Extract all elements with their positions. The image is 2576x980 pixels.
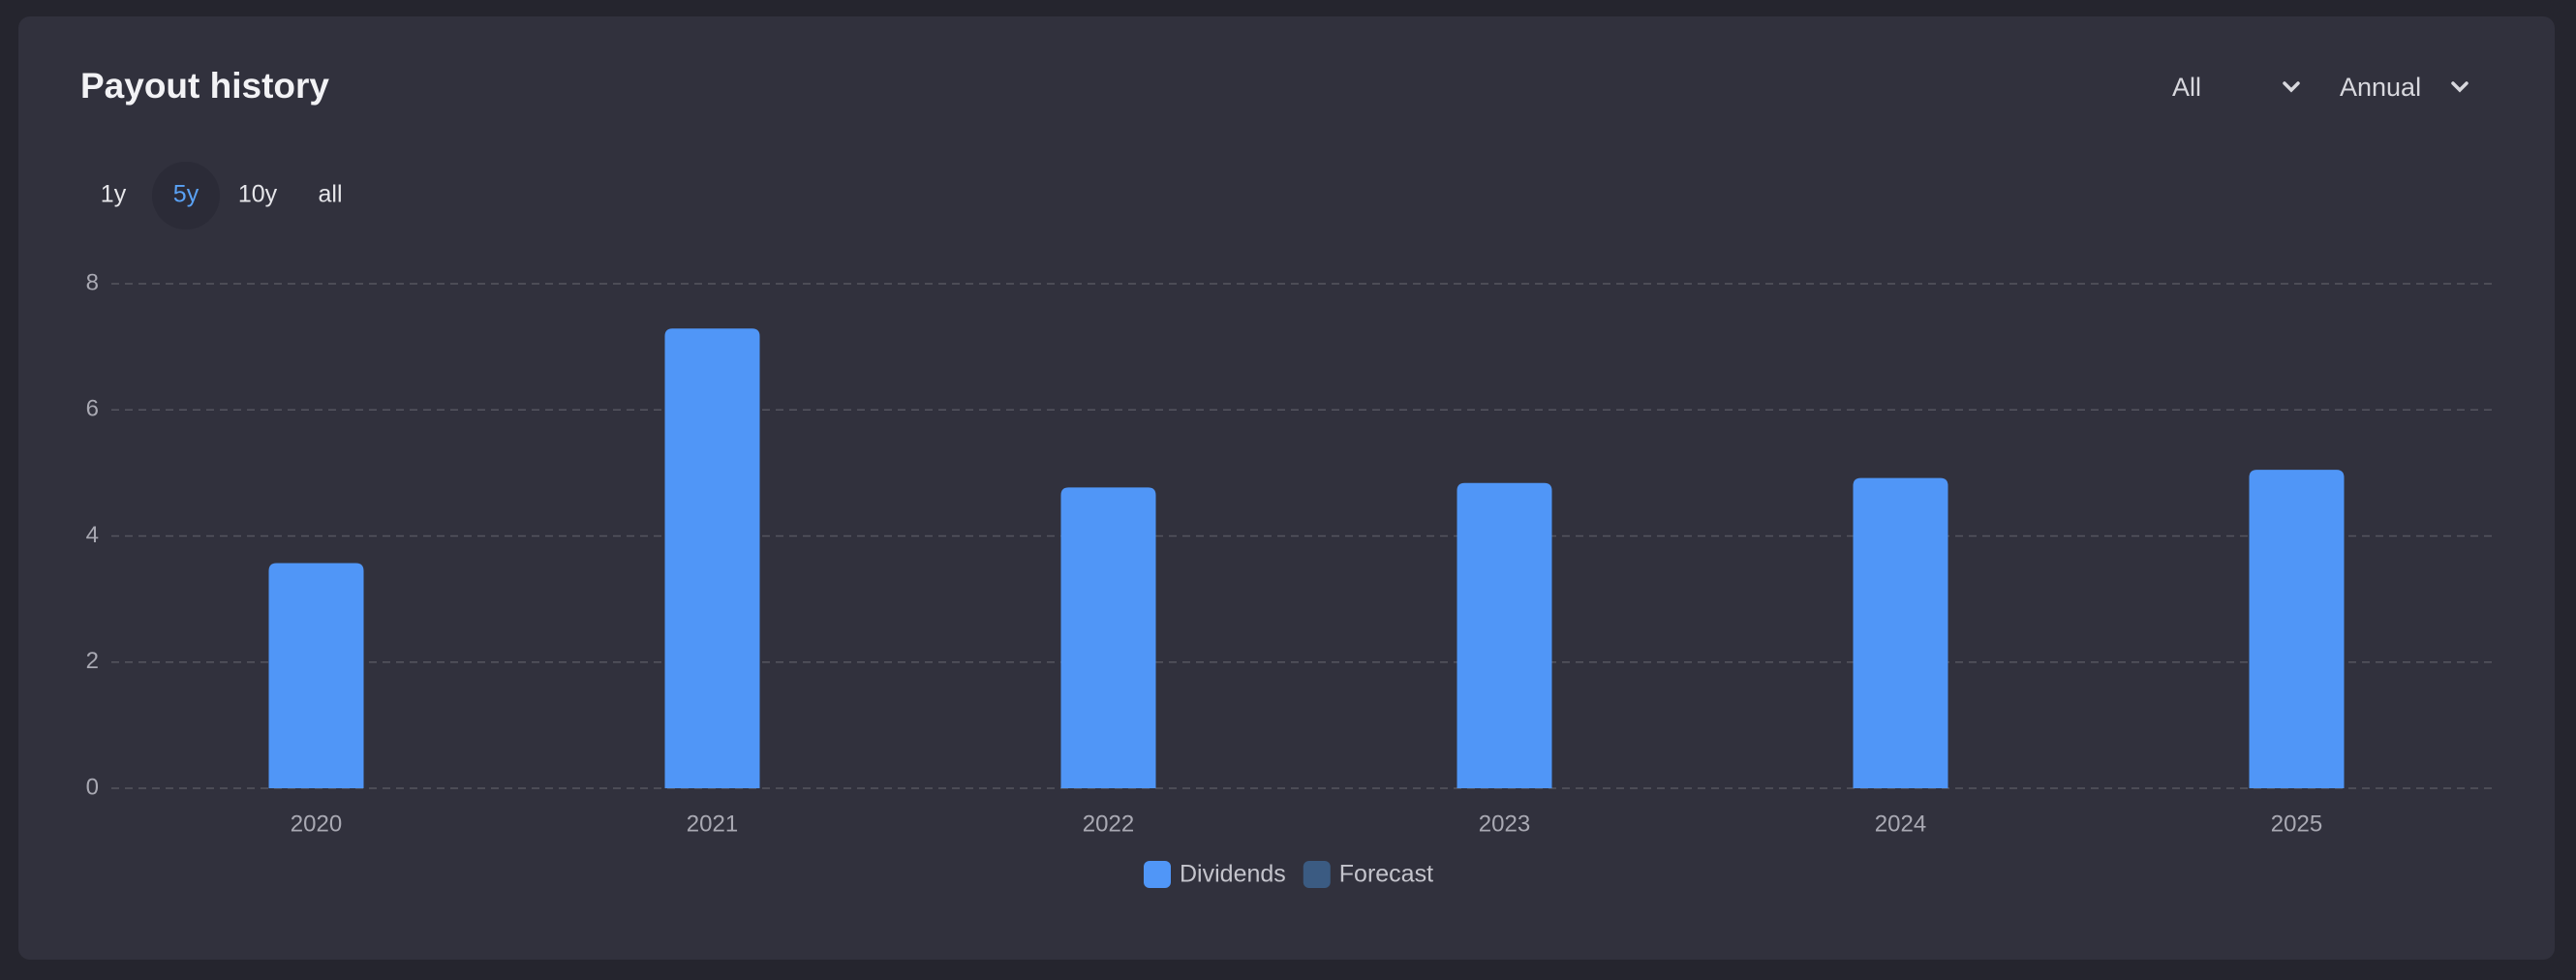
bar (1060, 487, 1156, 788)
x-tick-label: 2024 (1875, 811, 1926, 837)
range-button[interactable]: 1y (101, 181, 127, 208)
range-button[interactable]: 5y (173, 181, 199, 208)
bar (268, 563, 364, 788)
x-tick-label: 2022 (1083, 811, 1134, 837)
filter-dropdown[interactable]: All (2172, 73, 2201, 102)
y-tick-label: 4 (86, 522, 99, 548)
bar (1853, 477, 1948, 788)
card-title: Payout history (80, 66, 329, 106)
y-tick-label: 6 (86, 396, 99, 422)
x-tick-label: 2020 (291, 811, 342, 837)
period-dropdown[interactable]: Annual (2340, 73, 2421, 102)
x-tick-label: 2025 (2271, 811, 2322, 837)
bar (664, 328, 760, 788)
x-tick-label: 2021 (687, 811, 738, 837)
y-tick-label: 8 (86, 269, 99, 295)
y-tick-label: 0 (86, 774, 99, 800)
legend-label[interactable]: Forecast (1339, 861, 1433, 888)
range-button[interactable]: 10y (238, 181, 278, 208)
legend-label[interactable]: Dividends (1180, 861, 1286, 888)
card-bg (18, 16, 2555, 960)
chevron[interactable] (2283, 81, 2300, 93)
legend-swatch[interactable] (1303, 861, 1331, 888)
legend-swatch[interactable] (1144, 861, 1171, 888)
bar (1457, 482, 1552, 788)
bar (2249, 470, 2345, 788)
y-tick-label: 2 (86, 648, 99, 674)
range-button[interactable]: all (318, 181, 342, 208)
active-range-bg (152, 162, 220, 230)
x-tick-label: 2023 (1479, 811, 1530, 837)
chevron[interactable] (2451, 81, 2469, 93)
